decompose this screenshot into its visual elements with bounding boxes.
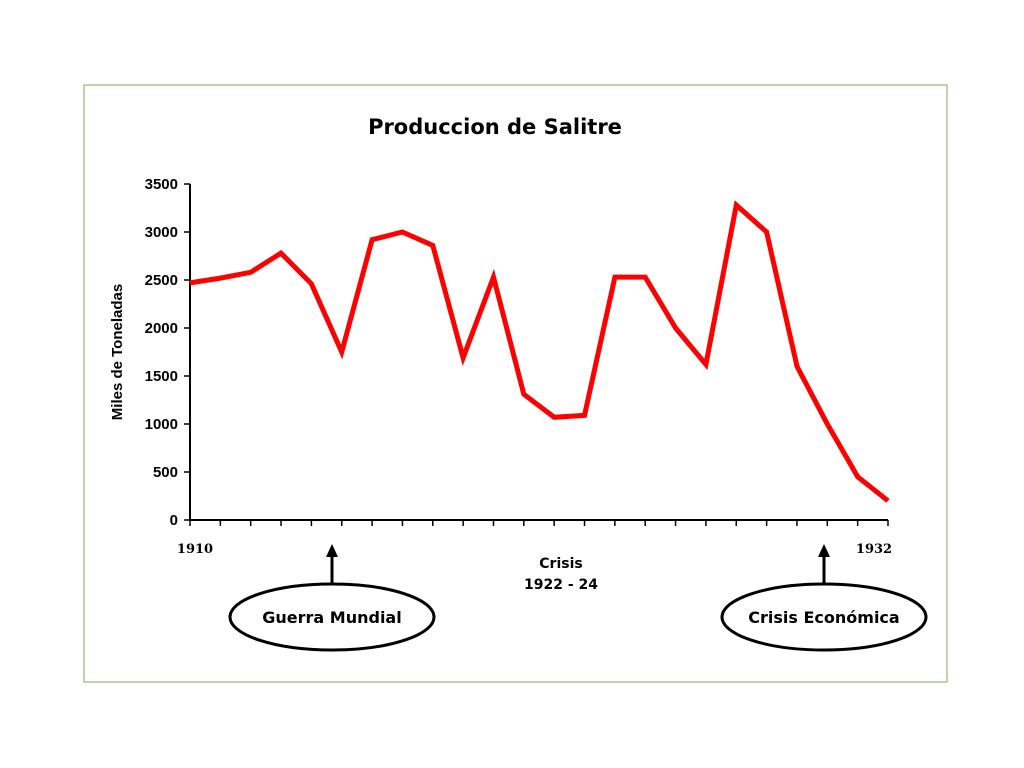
- economic-arrow-head-icon: [818, 544, 830, 557]
- y-tick-label: 500: [153, 464, 178, 481]
- y-tick-label: 2500: [145, 272, 178, 289]
- war-arrow-head-icon: [326, 544, 338, 557]
- war-label-oval: [228, 582, 436, 652]
- chart-frame: [83, 84, 948, 683]
- crisis-note-line2: 1922 - 24: [524, 577, 598, 593]
- x-tick-label-start: 1910: [177, 542, 213, 557]
- y-tick-label: 1500: [145, 368, 178, 385]
- y-tick-label: 3000: [145, 224, 178, 241]
- economic-crisis-annotation: Crisis Económica: [720, 544, 928, 652]
- war-annotation: Guerra Mundial: [228, 544, 436, 652]
- war-label: Guerra Mundial: [262, 608, 401, 627]
- x-tick-label-end: 1932: [856, 542, 892, 557]
- series-line-salitre: [189, 200, 890, 503]
- chart-title: Produccion de Salitre: [368, 115, 622, 139]
- economic-label-oval: [720, 582, 928, 652]
- economic-label: Crisis Económica: [748, 608, 899, 627]
- y-axis-label: Miles de Toneladas: [109, 284, 126, 420]
- y-tick-label: 1000: [145, 416, 178, 433]
- y-tick-label: 3500: [145, 176, 178, 193]
- crisis-note-line1: Crisis: [539, 556, 582, 572]
- y-tick-label: 0: [170, 512, 178, 529]
- y-tick-label: 2000: [145, 320, 178, 337]
- y-axis: 0 500 1000 1500 2000 2500 3000 3500: [145, 176, 190, 529]
